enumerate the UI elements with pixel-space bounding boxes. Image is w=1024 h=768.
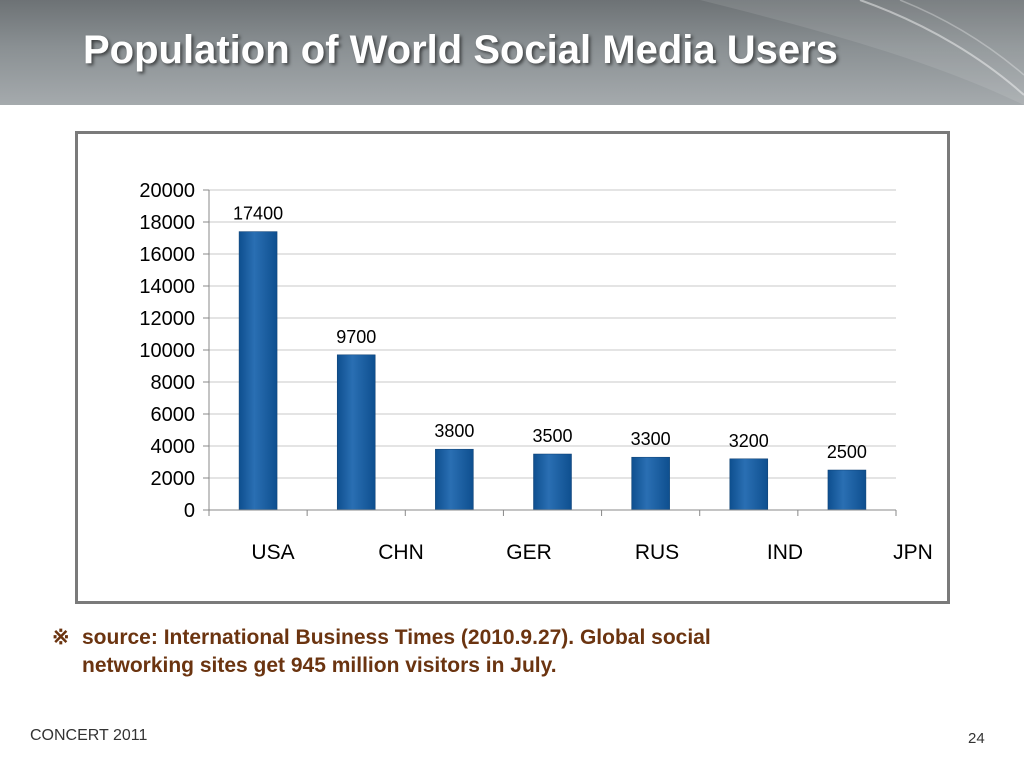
y-tick-label: 8000 <box>151 372 196 394</box>
bars <box>238 231 867 511</box>
y-tick-label: 2000 <box>151 468 196 490</box>
x-axis-tick-labels: USACHNGERRUSINDJPNK <box>208 510 933 564</box>
data-label: 3200 <box>729 431 769 451</box>
page-title: Population of World Social Media Users <box>83 28 838 72</box>
y-tick-label: 6000 <box>151 404 196 426</box>
reference-mark: ※ <box>52 626 70 649</box>
bar <box>336 354 376 511</box>
data-label: 17400 <box>233 204 283 224</box>
title-banner: Population of World Social Media Users <box>0 0 1024 105</box>
data-label: 3300 <box>631 429 671 449</box>
footer-label: CONCERT 2011 <box>30 727 148 744</box>
y-tick-label: 12000 <box>139 308 195 330</box>
x-tick-label: RUS <box>635 541 679 564</box>
bar <box>827 469 867 511</box>
y-tick-label: 20000 <box>139 180 195 202</box>
chart-frame: 0 2000 4000 6000 8000 10000 12000 14000 16000 180… <box>75 131 950 604</box>
y-tick-label: 0 <box>184 500 195 522</box>
y-tick-label: 18000 <box>139 212 195 234</box>
y-tick-label: 4000 <box>151 436 196 458</box>
source-note: ※ source: International Business Times (2… <box>52 624 912 680</box>
bar <box>631 456 670 511</box>
y-tick-label: 16000 <box>139 244 195 266</box>
y-tick-label: 10000 <box>139 340 195 362</box>
banner-swoosh-decoration <box>700 0 1024 105</box>
x-tick-label: USA <box>251 541 294 564</box>
bar <box>533 453 572 511</box>
gridlines <box>209 189 896 479</box>
source-line-1: source: International Business Times (20… <box>82 626 711 649</box>
bar <box>435 448 474 511</box>
data-label: 2500 <box>827 442 867 462</box>
data-label: 3500 <box>532 426 572 446</box>
data-labels: 17400 9700 3800 3500 3300 3200 2500 <box>233 204 867 462</box>
bar <box>238 231 278 511</box>
source-line-2: networking sites get 945 million visitor… <box>82 654 557 677</box>
data-label: 3800 <box>434 421 474 441</box>
y-axis-tick-labels: 0 2000 4000 6000 8000 10000 12000 14000 16000 180… <box>139 180 209 522</box>
data-label: 9700 <box>336 327 376 347</box>
x-tick-label: CHN <box>378 541 424 564</box>
x-tick-label: JPN <box>893 541 933 564</box>
bar-chart: 0 2000 4000 6000 8000 10000 12000 14000 16000 180… <box>139 180 933 564</box>
bar <box>729 458 769 511</box>
x-tick-label: GER <box>506 541 552 564</box>
y-tick-label: 14000 <box>139 276 195 298</box>
x-tick-label: IND <box>767 541 803 564</box>
page-number: 24 <box>968 730 985 747</box>
